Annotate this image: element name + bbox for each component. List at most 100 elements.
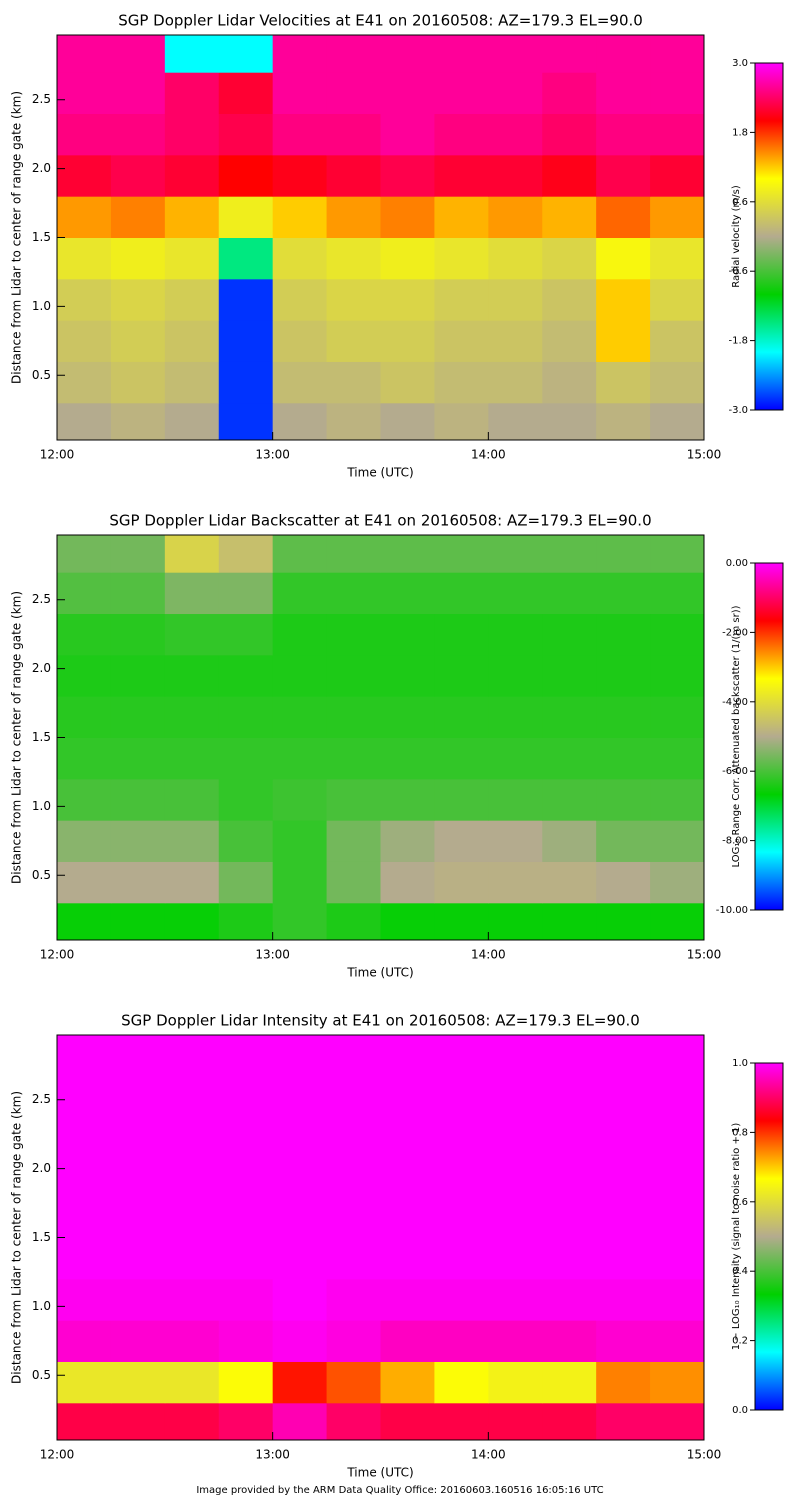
cell [110,113,166,156]
cell [272,237,328,280]
cell [488,1154,543,1197]
cell [110,1402,166,1440]
cell [218,572,274,615]
y-tick-label: 1.0 [32,299,51,313]
cell [272,1154,328,1197]
cell [326,154,381,197]
cell [650,1113,704,1156]
cell [542,535,597,573]
cell [650,535,704,573]
cell [542,154,597,197]
cell [272,696,328,738]
cell [57,361,112,404]
colorbar-tick-label: 1.0 [732,1058,748,1069]
cell [488,361,543,404]
cell [110,1237,166,1280]
x-tick-label: 14:00 [471,448,506,462]
cell [57,861,112,904]
cell [272,1196,328,1238]
cell [164,1320,220,1362]
cell [650,1402,704,1440]
cell [218,1154,274,1197]
cell [164,654,220,697]
cell [164,572,220,615]
cell [380,1035,435,1073]
cell [57,1113,112,1156]
cell [434,1237,489,1280]
cell [596,613,651,656]
cell [596,35,651,73]
cell [488,402,543,440]
cell [434,402,489,440]
cell [596,1072,651,1115]
cell [380,361,435,404]
cell [272,402,328,440]
colorbar-tick-label: -0.6 [728,266,748,277]
y-axis-label: Distance from Lidar to center of range g… [10,591,24,884]
cell [650,1196,704,1238]
cell [326,1072,381,1115]
x-tick-label: 13:00 [255,1448,290,1462]
cell [326,535,381,573]
cell [218,361,274,404]
cell [110,196,166,238]
cell [164,72,220,115]
cell [218,278,274,321]
cell [164,1072,220,1115]
cell [596,1361,651,1404]
cell [326,320,381,362]
cell [434,696,489,738]
cell [326,572,381,615]
cell [542,1072,597,1115]
cell [380,72,435,115]
cell [218,1320,274,1362]
x-tick-label: 12:00 [40,1448,75,1462]
cell [57,1154,112,1197]
cell [164,613,220,656]
cell [57,113,112,156]
cell [596,820,651,862]
cell [326,72,381,115]
cell [596,154,651,197]
cell [380,1196,435,1238]
cell [272,154,328,197]
x-tick-label: 14:00 [471,1448,506,1462]
cell [326,902,381,940]
cell [218,320,274,362]
cell [57,1035,112,1073]
cell [434,1361,489,1404]
cell [164,861,220,904]
cell [488,737,543,780]
cell [164,696,220,738]
y-tick-label: 0.5 [32,868,51,882]
cell [57,1320,112,1362]
cell [596,535,651,573]
cell [380,35,435,73]
colorbar-tick-label: 0.2 [732,1336,748,1347]
y-tick-label: 2.5 [32,92,51,106]
cell [218,613,274,656]
heatmap [57,1035,704,1440]
cell [218,902,274,940]
colorbar-tick-label: -2.00 [722,627,748,638]
colorbar-tick-label: 0.6 [732,1197,748,1208]
cell [164,1278,220,1321]
cell [110,572,166,615]
cell [164,737,220,780]
cell [596,1237,651,1280]
cell [434,1035,489,1073]
heatmap [57,535,704,940]
cell [380,196,435,238]
footer: Image provided by the ARM Data Quality O… [196,1485,603,1496]
colorbar-tick-label: -10.00 [716,905,748,916]
cell [326,402,381,440]
cell [596,237,651,280]
cell [272,535,328,573]
cell [326,196,381,238]
cell [488,1035,543,1073]
y-tick-label: 0.5 [32,368,51,382]
cell [110,1035,166,1073]
cell [488,654,543,697]
